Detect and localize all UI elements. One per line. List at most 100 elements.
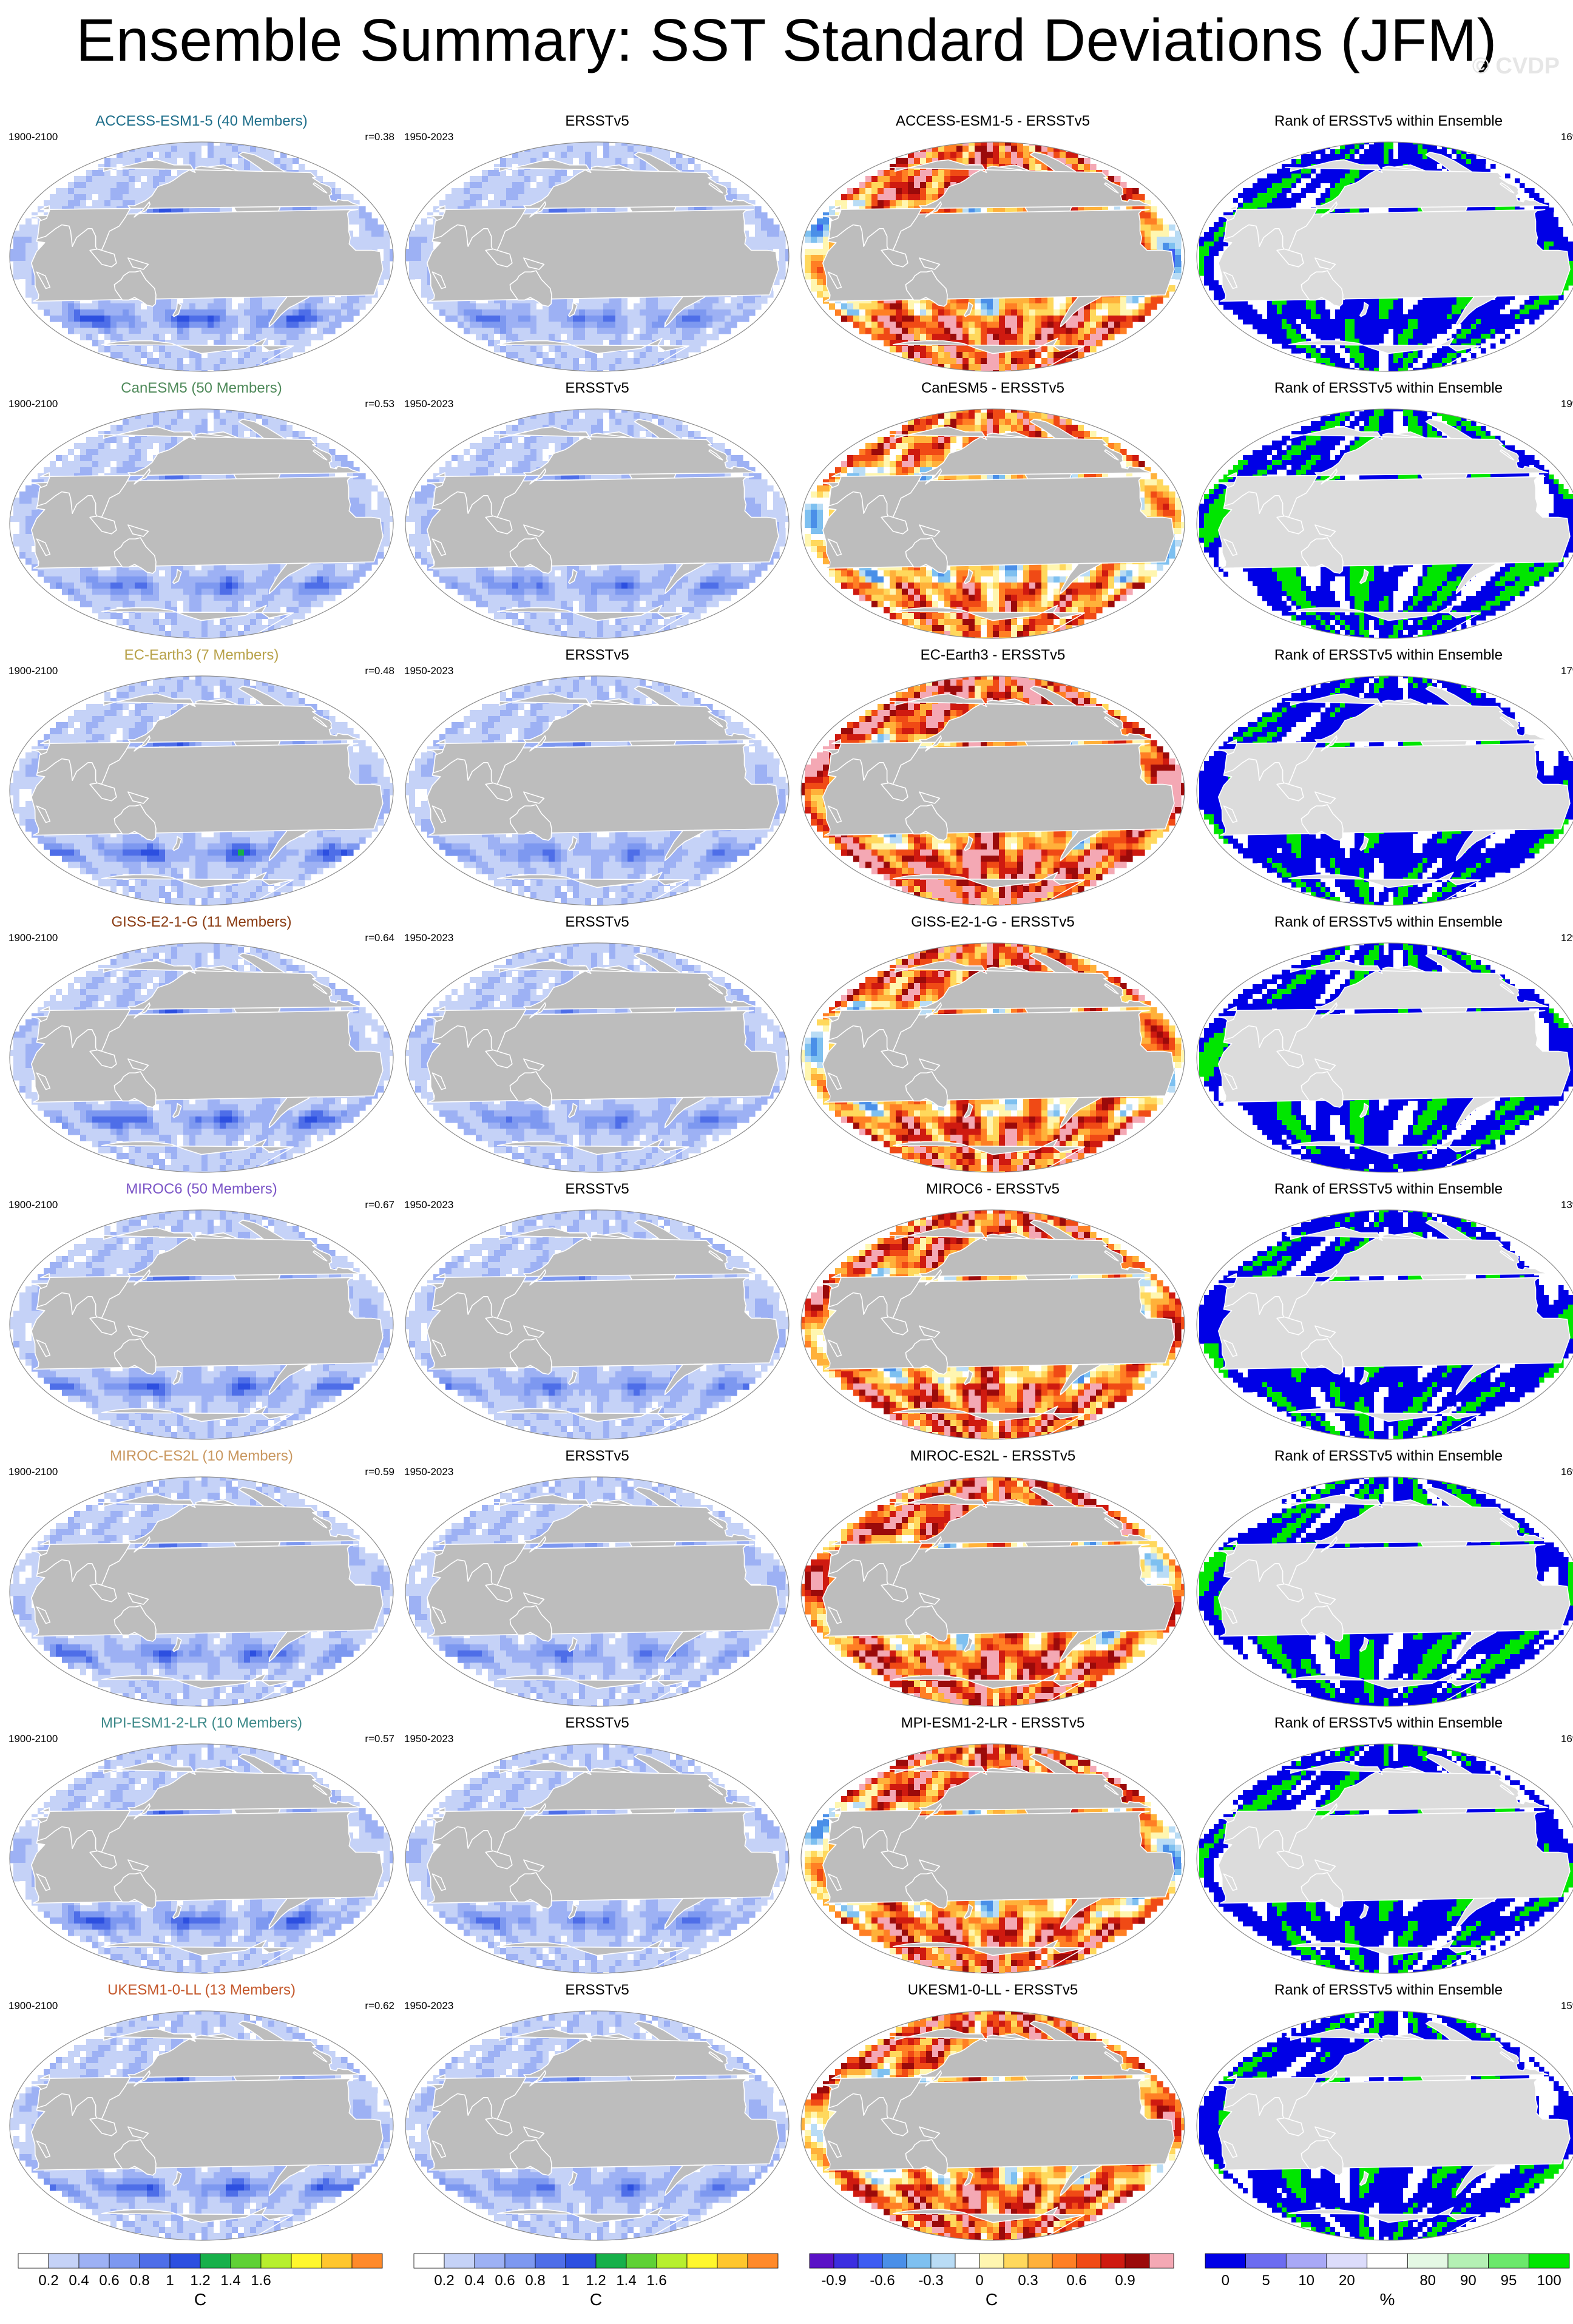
- colorbar-swatch: [291, 2254, 322, 2268]
- model-map: [7, 140, 396, 374]
- panel-obs-5: ERSSTv5 1950-2023: [403, 1181, 791, 1442]
- diff-map: [799, 2008, 1187, 2243]
- panel-title: ERSSTv5: [403, 1181, 791, 1198]
- colorbar-tick-label: 0.3: [1018, 2272, 1038, 2289]
- colorbar-4: 0 5 10 20 80 90 95 100%: [1205, 2252, 1569, 2319]
- colorbar-tick-label: 80: [1419, 2272, 1436, 2289]
- panel-model-4: GISS-E2-1-G (11 Members) 1900-2100 r=0.64: [7, 914, 396, 1175]
- panel-title: GISS-E2-1-G (11 Members): [7, 914, 396, 931]
- colorbar-1: 0.2 0.4 0.6 0.8 1 1.2 1.4 1.6 C: [18, 2252, 382, 2319]
- colorbar-swatch: [444, 2254, 475, 2268]
- colorbar-swatch: [231, 2254, 261, 2268]
- panel-title: Rank of ERSSTv5 within Ensemble: [1194, 914, 1573, 931]
- watermark: © CVDP: [1472, 53, 1560, 79]
- panel-title: ERSSTv5: [403, 113, 791, 130]
- colorbar-unit: %: [1205, 2290, 1569, 2309]
- panel-title: Rank of ERSSTv5 within Ensemble: [1194, 113, 1573, 130]
- model-map: [7, 2008, 396, 2243]
- colorbar-tick-label: -0.6: [870, 2272, 895, 2289]
- panel-model-5: MIROC6 (50 Members) 1900-2100 r=0.67: [7, 1181, 396, 1442]
- obs-map: [403, 140, 791, 374]
- colorbar-tick-label: 0.4: [69, 2272, 89, 2289]
- panel-title: Rank of ERSSTv5 within Ensemble: [1194, 647, 1573, 664]
- page-title: Ensemble Summary: SST Standard Deviation…: [0, 4, 1573, 76]
- panel-model-2: CanESM5 (50 Members) 1900-2100 r=0.53: [7, 380, 396, 641]
- panel-title: ACCESS-ESM1-5 - ERSSTv5: [799, 113, 1187, 130]
- obs-map: [403, 1474, 791, 1709]
- colorbar-tick-label: 0.2: [434, 2272, 454, 2289]
- panel-title: ERSSTv5: [403, 1715, 791, 1732]
- panel-model-6: MIROC-ES2L (10 Members) 1900-2100 r=0.59: [7, 1448, 396, 1709]
- colorbar-tick-label: -0.3: [918, 2272, 943, 2289]
- panel-title: ERSSTv5: [403, 1982, 791, 1999]
- colorbar-unit: C: [810, 2290, 1174, 2309]
- colorbar-swatch: [955, 2254, 979, 2268]
- panel-title: CanESM5 - ERSSTv5: [799, 380, 1187, 397]
- colorbar-tick-label: 0: [1222, 2272, 1230, 2289]
- colorbar-swatch: [687, 2254, 717, 2268]
- colorbar-swatch: [535, 2254, 566, 2268]
- colorbar-swatch: [475, 2254, 505, 2268]
- colorbar-swatch: [566, 2254, 596, 2268]
- colorbar-tick-label: 0.6: [99, 2272, 119, 2289]
- colorbar-swatch: [626, 2254, 657, 2268]
- obs-map: [403, 2008, 791, 2243]
- colorbar-swatch: [1448, 2254, 1489, 2268]
- panel-diff-3: EC-Earth3 - ERSSTv5: [799, 647, 1187, 908]
- colorbar-tick-label: 0.8: [525, 2272, 545, 2289]
- diff-map: [799, 140, 1187, 374]
- colorbar-tick-label: 0.9: [1115, 2272, 1135, 2289]
- obs-map: [403, 674, 791, 908]
- panel-obs-2: ERSSTv5 1950-2023: [403, 380, 791, 641]
- colorbar-tick-label: 1.6: [251, 2272, 271, 2289]
- model-map: [7, 1208, 396, 1442]
- panel-model-7: MPI-ESM1-2-LR (10 Members) 1900-2100 r=0.5…: [7, 1715, 396, 1976]
- rank-map: [1194, 140, 1573, 374]
- rank-map: [1194, 2008, 1573, 2243]
- diff-map: [799, 407, 1187, 641]
- obs-map: [403, 941, 791, 1175]
- panel-title: Rank of ERSSTv5 within Ensemble: [1194, 1715, 1573, 1732]
- colorbar-swatch: [109, 2254, 140, 2268]
- obs-map: [403, 1741, 791, 1976]
- colorbar-swatch: [1052, 2254, 1077, 2268]
- colorbar-swatch: [1489, 2254, 1529, 2268]
- colorbar-swatch: [79, 2254, 109, 2268]
- colorbar-swatch: [717, 2254, 748, 2268]
- panel-model-1: ACCESS-ESM1-5 (40 Members) 1900-2100 r=0.3…: [7, 113, 396, 374]
- colorbar-swatch: [1529, 2254, 1569, 2268]
- colorbar-swatch: [1246, 2254, 1287, 2268]
- panel-title: Rank of ERSSTv5 within Ensemble: [1194, 1448, 1573, 1465]
- panel-title: MPI-ESM1-2-LR (10 Members): [7, 1715, 396, 1732]
- colorbar-tick-label: 0.2: [38, 2272, 58, 2289]
- diff-map: [799, 674, 1187, 908]
- colorbar-tick-label: 1.4: [616, 2272, 636, 2289]
- panel-obs-3: ERSSTv5 1950-2023: [403, 647, 791, 908]
- colorbar-swatch: [882, 2254, 907, 2268]
- panel-title: Rank of ERSSTv5 within Ensemble: [1194, 380, 1573, 397]
- diff-map: [799, 1208, 1187, 1442]
- panel-title: UKESM1-0-LL - ERSSTv5: [799, 1982, 1187, 1999]
- panel-diff-6: MIROC-ES2L - ERSSTv5: [799, 1448, 1187, 1709]
- rank-map: [1194, 941, 1573, 1175]
- panel-title: ACCESS-ESM1-5 (40 Members): [7, 113, 396, 130]
- diff-map: [799, 1741, 1187, 1976]
- colorbar-swatch: [140, 2254, 170, 2268]
- panel-title: UKESM1-0-LL (13 Members): [7, 1982, 396, 1999]
- colorbar-swatch: [200, 2254, 231, 2268]
- colorbar-swatch: [1149, 2254, 1174, 2268]
- colorbar-swatch: [414, 2254, 444, 2268]
- colorbar-swatches: 0.2 0.4 0.6 0.8 1 1.2 1.4 1.6: [414, 2252, 778, 2289]
- colorbar-swatch: [170, 2254, 200, 2268]
- colorbar-unit: C: [414, 2290, 778, 2309]
- colorbar-swatch: [1286, 2254, 1327, 2268]
- panel-diff-2: CanESM5 - ERSSTv5: [799, 380, 1187, 641]
- colorbar-tick-label: 90: [1460, 2272, 1477, 2289]
- colorbar-swatches: 0.2 0.4 0.6 0.8 1 1.2 1.4 1.6: [18, 2252, 382, 2289]
- colorbar-tick-label: 10: [1298, 2272, 1314, 2289]
